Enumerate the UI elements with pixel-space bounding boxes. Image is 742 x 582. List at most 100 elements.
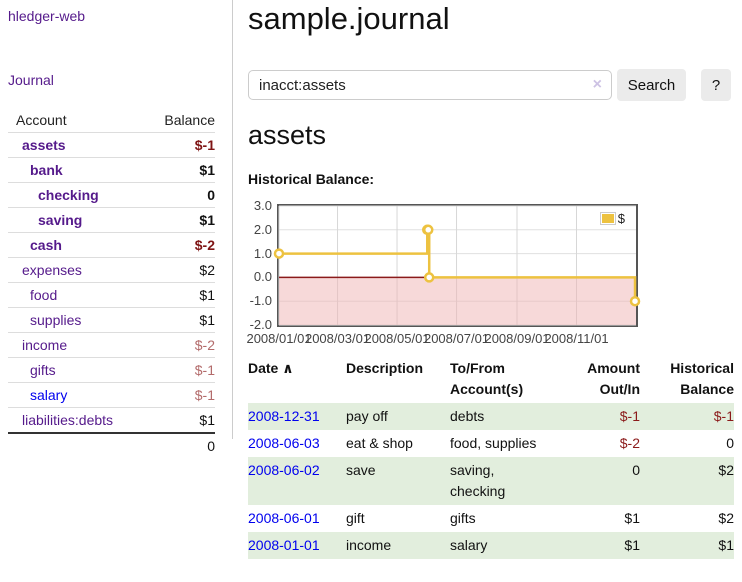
account-link-bank[interactable]: bank <box>30 162 63 178</box>
y-axis-tick-label: 0.0 <box>253 269 272 285</box>
clear-search-icon[interactable]: × <box>592 76 602 93</box>
account-link-food[interactable]: food <box>30 287 58 303</box>
chart-canvas <box>273 205 641 326</box>
account-balance: $1 <box>140 307 215 333</box>
x-axis-tick-label: 2008/07/01 <box>423 331 490 346</box>
transaction-date-link[interactable]: 2008-12-31 <box>248 408 320 424</box>
search-input[interactable] <box>248 70 612 100</box>
sidebar: hledger-web Journal Account Balance asse… <box>8 8 215 458</box>
transaction-balance: $2 <box>718 510 734 526</box>
transaction-accounts: debts <box>450 403 560 430</box>
account-row: food $1 <box>8 282 215 308</box>
data-point-marker <box>629 295 641 307</box>
search-button[interactable]: Search <box>617 69 686 101</box>
account-row: liabilities:debts $1 <box>8 407 215 433</box>
register-table: Date ∧ Description To/From Account(s) Am… <box>248 355 734 559</box>
transaction-date-link[interactable]: 2008-06-01 <box>248 510 320 526</box>
y-axis-tick-label: -1.0 <box>249 293 272 309</box>
account-heading: assets <box>248 120 327 150</box>
account-row: expenses $2 <box>8 257 215 283</box>
x-axis-tick-label: 2008/03/01 <box>304 331 371 346</box>
transaction-description: pay off <box>346 403 450 430</box>
account-link-cash[interactable]: cash <box>30 237 62 253</box>
accounts-total-value: 0 <box>140 432 215 458</box>
chart-plot-area: $ <box>273 204 641 327</box>
account-link-supplies[interactable]: supplies <box>30 312 82 328</box>
register-header-amount: Amount Out/In <box>587 360 640 397</box>
transaction-description: save <box>346 457 450 505</box>
balance-chart: $ 3.0 2.0 1.0 0.0 -1.0 -2.0 2008/01/01 2008/03… <box>246 199 734 350</box>
legend-label: $ <box>617 211 625 226</box>
account-row: cash $-2 <box>8 232 215 258</box>
sidebar-item-journal[interactable]: Journal <box>8 72 54 88</box>
account-row: assets $-1 <box>8 132 215 158</box>
transaction-date-link[interactable]: 2008-06-02 <box>248 462 320 478</box>
transaction-amount: $1 <box>560 532 640 559</box>
account-row: supplies $1 <box>8 307 215 333</box>
account-link-salary[interactable]: salary <box>30 387 68 403</box>
accounts-total-row: 0 <box>8 432 215 458</box>
transaction-description: gift <box>346 510 365 526</box>
chart-title: Historical Balance: <box>248 171 375 187</box>
account-link-expenses[interactable]: expenses <box>22 262 82 278</box>
transaction-balance: 0 <box>726 435 734 451</box>
account-balance: $-1 <box>140 357 215 383</box>
legend-swatch-box <box>599 212 616 225</box>
account-balance: $1 <box>140 282 215 308</box>
transaction-date-link[interactable]: 2008-06-03 <box>248 435 320 451</box>
x-axis-tick-label: 2008/11/01 <box>544 331 609 346</box>
transaction-amount: $1 <box>624 510 640 526</box>
account-balance: $1 <box>140 207 215 233</box>
register-panel: Date ∧ Description To/From Account(s) Am… <box>248 355 734 559</box>
transaction-balance: $-1 <box>640 403 734 430</box>
app-brand-link[interactable]: hledger-web <box>8 8 86 24</box>
account-balance: $-2 <box>140 232 215 258</box>
data-point-marker <box>422 224 434 236</box>
account-link-income[interactable]: income <box>22 337 68 353</box>
y-axis-tick-label: 2.0 <box>253 221 272 237</box>
legend-color-swatch <box>601 214 614 223</box>
chart-legend: $ <box>599 211 625 226</box>
transaction-row: 2008-12-31 pay off debts $-1 $-1 <box>248 403 734 430</box>
data-point-marker <box>273 248 285 259</box>
register-header-description: Description <box>346 360 424 376</box>
account-link-gifts[interactable]: gifts <box>30 362 56 378</box>
account-balance: $1 <box>140 157 215 183</box>
data-point-marker <box>423 272 435 283</box>
register-header-date[interactable]: Date ∧ <box>248 360 294 376</box>
account-balance: $-2 <box>140 332 215 358</box>
account-link-liabilities-debts[interactable]: liabilities:debts <box>22 412 114 428</box>
accounts-panel: Account Balance assets $-1 bank $1 checking 0… <box>8 108 215 458</box>
account-row: income $-2 <box>8 332 215 358</box>
transaction-amount: 0 <box>560 457 640 505</box>
help-button[interactable]: ? <box>701 69 731 101</box>
register-header-balance: Historical Balance <box>670 360 734 397</box>
account-link-assets[interactable]: assets <box>22 137 66 153</box>
accounts-header-balance: Balance <box>164 112 215 128</box>
accounts-header-row: Account Balance <box>8 108 215 133</box>
x-axis-tick-label: 2008/01/01 <box>246 331 312 346</box>
page-title: sample.journal <box>248 1 450 36</box>
transaction-amount: $-2 <box>619 435 640 451</box>
transaction-accounts: food, supplies <box>450 435 537 451</box>
transaction-date-link[interactable]: 2008-01-01 <box>248 537 320 553</box>
transaction-amount: $-1 <box>560 403 640 430</box>
transaction-accounts: saving, checking <box>450 457 560 505</box>
search-box: × <box>248 70 612 100</box>
register-header-row: Date ∧ Description To/From Account(s) Am… <box>248 355 734 403</box>
x-axis-tick-label: 2008/05/01 <box>364 331 430 346</box>
y-axis-tick-label: 1.0 <box>253 245 272 261</box>
account-row: bank $1 <box>8 157 215 183</box>
account-balance: $2 <box>140 257 215 283</box>
account-link-checking[interactable]: checking <box>38 187 99 203</box>
search-bar: × Search ? <box>248 69 734 102</box>
account-balance: $1 <box>140 407 215 433</box>
account-link-saving[interactable]: saving <box>38 212 83 228</box>
transaction-description: eat & shop <box>346 435 413 451</box>
transaction-row: 2008-06-01 gift gifts $1 $2 <box>248 505 734 532</box>
sidebar-divider <box>232 0 233 439</box>
y-axis-tick-label: 3.0 <box>253 198 272 213</box>
account-row: checking 0 <box>8 182 215 208</box>
register-header-tofrom: To/From Account(s) <box>450 360 524 397</box>
transaction-row: 2008-01-01 income salary $1 $1 <box>248 532 734 559</box>
